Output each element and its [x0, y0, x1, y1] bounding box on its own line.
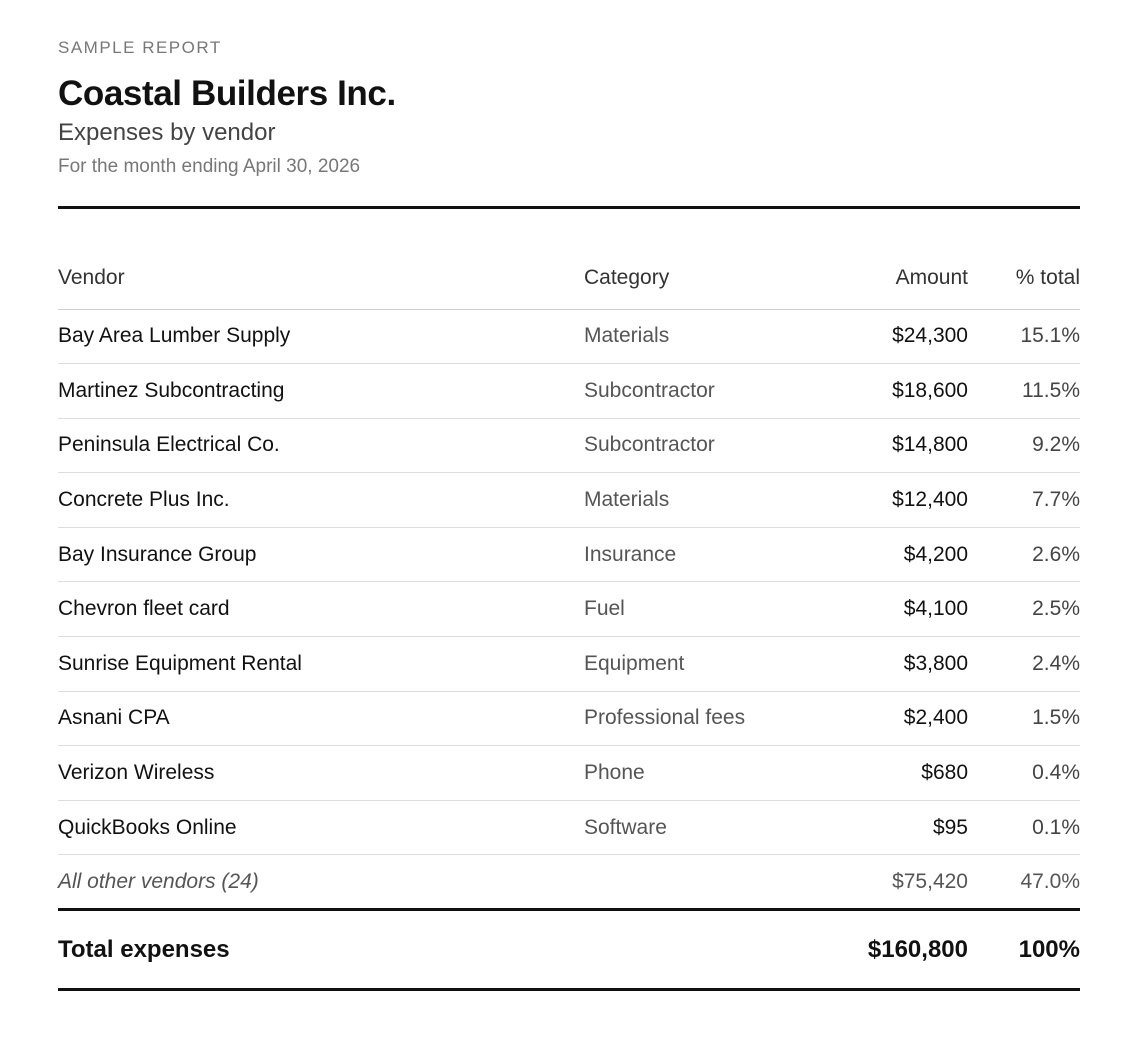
vendor-percent: 2.6%: [968, 527, 1080, 583]
vendor-category: Materials: [584, 472, 834, 528]
table-header-row: Vendor Category Amount % total: [58, 249, 1080, 310]
column-header-amount: Amount: [834, 249, 968, 310]
vendor-amount: $95: [834, 800, 968, 856]
total-row: Total expenses $160,800 100%: [58, 909, 1080, 992]
vendor-name: QuickBooks Online: [58, 800, 584, 856]
table-row: Concrete Plus Inc. Materials $12,400 7.7…: [58, 472, 1080, 528]
other-vendors-row: All other vendors (24) $75,420 47.0%: [58, 854, 1080, 912]
other-vendors-amount: $75,420: [834, 854, 968, 912]
total-label: Total expenses: [58, 909, 584, 992]
column-header-vendor: Vendor: [58, 249, 584, 310]
vendor-amount: $12,400: [834, 472, 968, 528]
vendor-percent: 11.5%: [968, 363, 1080, 419]
vendor-amount: $14,800: [834, 418, 968, 474]
table-row: Asnani CPA Professional fees $2,400 1.5%: [58, 691, 1080, 747]
report-period: For the month ending April 30, 2026: [58, 156, 361, 177]
vendor-category: Subcontractor: [584, 418, 834, 474]
vendor-category: Professional fees: [584, 691, 834, 747]
vendor-percent: 0.4%: [968, 745, 1080, 801]
vendor-amount: $4,100: [834, 581, 968, 638]
report-subtitle: Expenses by vendor: [58, 119, 276, 146]
header-divider: [58, 206, 1080, 209]
other-vendors-percent: 47.0%: [968, 854, 1080, 912]
vendor-percent: 15.1%: [968, 309, 1080, 365]
vendor-category: Phone: [584, 745, 834, 801]
total-spacer: [584, 909, 834, 992]
vendor-amount: $18,600: [834, 363, 968, 419]
vendor-percent: 2.5%: [968, 581, 1080, 638]
vendor-name: Peninsula Electrical Co.: [58, 418, 584, 474]
other-vendors-label: All other vendors (24): [58, 854, 584, 912]
vendor-percent: 0.1%: [968, 800, 1080, 856]
vendor-percent: 2.4%: [968, 636, 1080, 692]
vendor-name: Asnani CPA: [58, 691, 584, 747]
company-name: Coastal Builders Inc.: [58, 74, 396, 113]
vendor-category: Subcontractor: [584, 363, 834, 419]
table-row: QuickBooks Online Software $95 0.1%: [58, 800, 1080, 856]
other-vendors-category: [584, 854, 834, 912]
vendor-amount: $4,200: [834, 527, 968, 583]
vendor-amount: $24,300: [834, 309, 968, 365]
table-row: Bay Insurance Group Insurance $4,200 2.6…: [58, 527, 1080, 583]
expenses-table: Vendor Category Amount % total Bay Area …: [58, 249, 1080, 992]
vendor-category: Insurance: [584, 527, 834, 583]
column-header-category: Category: [584, 249, 834, 310]
vendor-name: Martinez Subcontracting: [58, 363, 584, 419]
vendor-amount: $680: [834, 745, 968, 801]
vendor-name: Sunrise Equipment Rental: [58, 636, 584, 692]
report-eyebrow: SAMPLE REPORT: [58, 38, 222, 57]
table-row: Martinez Subcontracting Subcontractor $1…: [58, 363, 1080, 419]
vendor-name: Concrete Plus Inc.: [58, 472, 584, 528]
vendor-name: Bay Area Lumber Supply: [58, 309, 584, 365]
vendor-amount: $2,400: [834, 691, 968, 747]
vendor-name: Bay Insurance Group: [58, 527, 584, 583]
table-row: Peninsula Electrical Co. Subcontractor $…: [58, 418, 1080, 474]
vendor-category: Fuel: [584, 581, 834, 638]
vendor-name: Verizon Wireless: [58, 745, 584, 801]
table-row: Verizon Wireless Phone $680 0.4%: [58, 745, 1080, 801]
table-row: Bay Area Lumber Supply Materials $24,300…: [58, 309, 1080, 365]
vendor-percent: 7.7%: [968, 472, 1080, 528]
vendor-category: Equipment: [584, 636, 834, 692]
vendor-category: Materials: [584, 309, 834, 365]
total-amount: $160,800: [834, 909, 968, 992]
vendor-name: Chevron fleet card: [58, 581, 584, 638]
vendor-percent: 9.2%: [968, 418, 1080, 474]
vendor-amount: $3,800: [834, 636, 968, 692]
vendor-percent: 1.5%: [968, 691, 1080, 747]
vendor-category: Software: [584, 800, 834, 856]
table-row: Chevron fleet card Fuel $4,100 2.5%: [58, 581, 1080, 638]
report-page: SAMPLE REPORT Coastal Builders Inc. Expe…: [58, 38, 1080, 992]
table-row: Sunrise Equipment Rental Equipment $3,80…: [58, 636, 1080, 692]
column-header-percent: % total: [968, 249, 1080, 310]
total-percent: 100%: [968, 909, 1080, 992]
